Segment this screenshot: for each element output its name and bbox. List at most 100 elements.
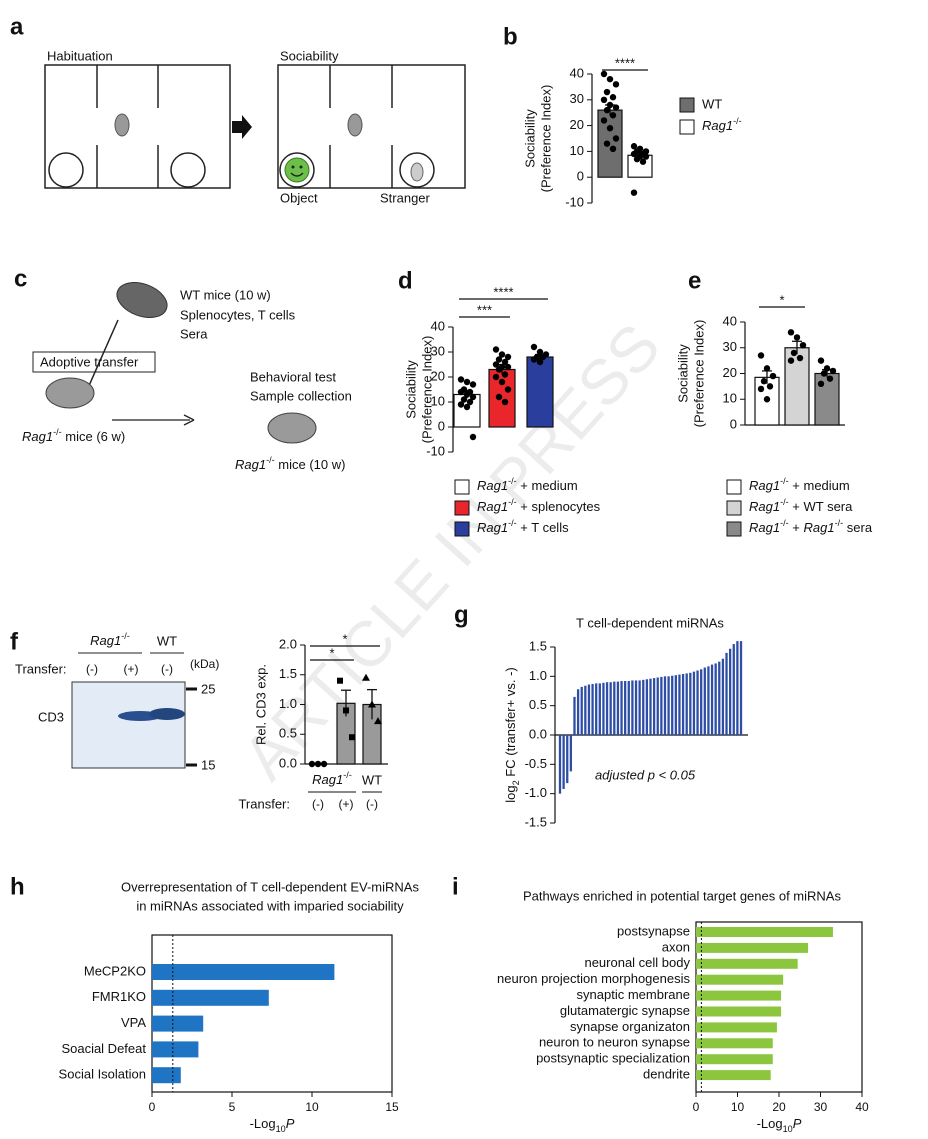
significance-label: *	[329, 645, 334, 660]
data-point	[609, 112, 617, 119]
x-tick-label: (+)	[339, 797, 354, 811]
text-run: Rag1	[749, 520, 780, 535]
label: Transfer:	[15, 661, 67, 676]
data-point	[787, 357, 795, 364]
data-point	[757, 385, 765, 393]
bar	[696, 942, 809, 953]
bar	[671, 675, 674, 735]
chart-title: Pathways enriched in potential target ge…	[523, 888, 841, 903]
label: CD3	[38, 709, 64, 724]
data-point	[790, 349, 798, 357]
data-point	[603, 106, 611, 114]
text-run: -Log	[757, 1116, 783, 1131]
legend-label: Rag1-/- + medium	[749, 476, 850, 493]
legend-label: Rag1-/- + T cells	[477, 518, 569, 535]
y-tick-label: 30	[570, 91, 584, 106]
y-tick-label: 0.5	[529, 697, 547, 712]
data-point	[612, 104, 620, 111]
chart-title: in miRNAs associated with imparied socia…	[136, 898, 404, 913]
label: Adoptive transfer	[40, 354, 139, 369]
bar	[584, 685, 587, 735]
bar	[696, 974, 784, 985]
data-point	[639, 158, 647, 165]
bar	[152, 989, 269, 1006]
x-axis-label: -Log10P	[250, 1116, 295, 1134]
label: Rag1-/- mice (6 w)	[22, 427, 125, 444]
label: Rag1-/-	[90, 631, 130, 648]
y-tick-label: neuronal cell body	[584, 955, 690, 970]
y-axis-label: (Preference Index)	[419, 336, 434, 444]
data-point	[308, 760, 316, 768]
text-run: -Log	[250, 1116, 276, 1131]
panel-letter: b	[503, 23, 518, 50]
text-run: mice (6 w)	[62, 429, 126, 444]
data-point	[633, 155, 641, 163]
text-run: -/-	[508, 476, 517, 486]
y-tick-label: MeCP2KO	[84, 963, 146, 978]
bar	[562, 735, 565, 789]
data-point	[539, 353, 547, 361]
y-tick-label: postsynapse	[617, 923, 690, 938]
text-run: Rag1	[477, 499, 508, 514]
data-point	[469, 433, 477, 441]
data-point	[817, 380, 825, 387]
text-run: Rag1	[312, 772, 343, 787]
label: Sociability	[280, 48, 339, 63]
panel-letters: a b c d e f g h i	[10, 13, 701, 900]
data-point	[609, 145, 617, 153]
text-run: + splenocytes	[517, 499, 601, 514]
plot-frame	[151, 934, 393, 1093]
text-run: -/-	[53, 427, 62, 437]
text-run: Rag1	[90, 633, 121, 648]
bar	[689, 672, 692, 735]
text-run: -/-	[835, 518, 844, 528]
text-run: log	[503, 785, 518, 802]
x-tick-label: 0	[693, 1100, 700, 1114]
data-point	[820, 370, 828, 377]
y-tick-label: 1.5	[279, 666, 297, 681]
data-point	[609, 94, 617, 101]
data-point	[757, 352, 765, 359]
bar	[587, 684, 591, 735]
y-tick-label: 0.0	[529, 726, 547, 741]
recipient-mouse	[267, 412, 317, 444]
bar	[696, 670, 699, 735]
bar	[667, 676, 670, 735]
x-tick-label: (-)	[312, 797, 324, 811]
text-run: -/-	[780, 518, 789, 528]
recipient-mouse	[45, 377, 95, 409]
data-point	[630, 189, 638, 196]
y-tick-label: -1.0	[525, 785, 547, 800]
cup	[279, 152, 315, 188]
text-run: -/-	[733, 116, 742, 126]
data-point	[504, 353, 512, 361]
panel-letter: a	[10, 13, 24, 40]
text-run: P	[286, 1116, 295, 1131]
label: Sera	[180, 326, 208, 341]
data-point	[463, 403, 471, 411]
bar	[591, 683, 594, 735]
y-tick-label: 40	[431, 318, 445, 333]
y-axis-label: Sociability	[403, 360, 418, 419]
mouse-icon	[114, 113, 130, 137]
x-tick-label: 30	[814, 1100, 828, 1114]
data-point	[603, 88, 611, 96]
bar	[674, 675, 677, 735]
data-point	[829, 367, 837, 375]
bar	[576, 689, 580, 735]
western-blot	[71, 652, 197, 769]
bar	[638, 680, 641, 735]
y-tick-label: 20	[570, 117, 584, 132]
bar	[566, 735, 569, 784]
bar	[558, 735, 562, 794]
blot	[71, 681, 186, 769]
x-axis-label: -Log10P	[757, 1116, 802, 1134]
bar	[700, 669, 703, 735]
y-tick-label: 40	[570, 65, 584, 80]
legend-swatch	[726, 479, 742, 495]
y-tick-label: -10	[565, 194, 584, 209]
panel-letter: d	[398, 267, 413, 294]
text-run: + medium	[517, 478, 578, 493]
x-tick-label: 20	[772, 1100, 786, 1114]
data-point	[826, 375, 834, 382]
